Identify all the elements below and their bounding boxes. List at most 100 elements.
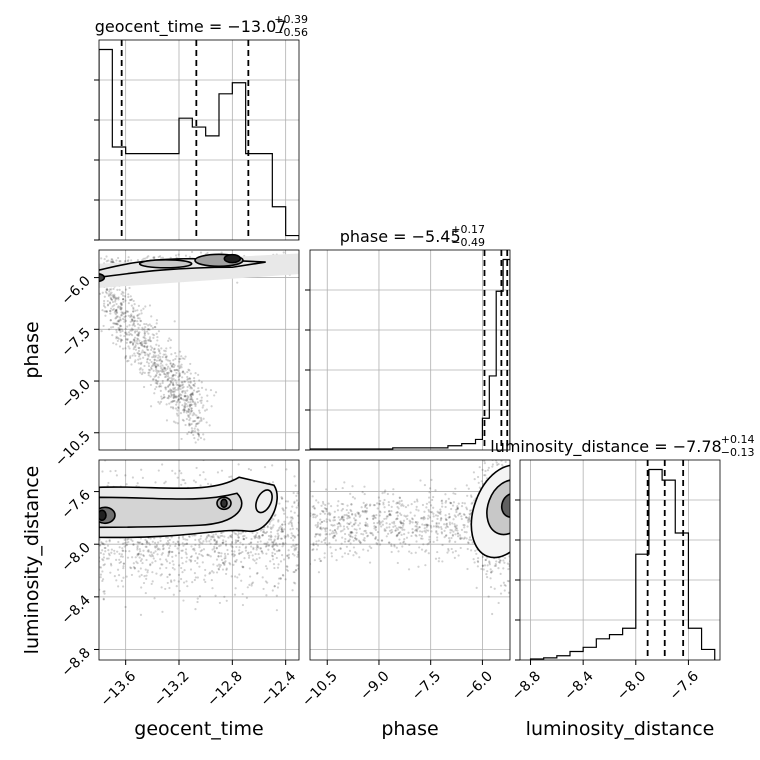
scatter-point	[280, 528, 283, 531]
scatter-point	[516, 494, 518, 496]
scatter-point	[469, 494, 473, 497]
scatter-point	[172, 395, 175, 398]
scatter-point	[317, 539, 320, 542]
scatter-point	[445, 534, 448, 537]
scatter-point	[281, 507, 284, 510]
scatter-point	[499, 584, 503, 587]
scatter-point	[206, 535, 209, 538]
scatter-point	[513, 544, 515, 546]
scatter-point	[140, 573, 143, 577]
scatter-point	[331, 530, 334, 533]
scatter-point	[468, 517, 471, 520]
scatter-point	[189, 423, 192, 426]
scatter-point	[462, 537, 466, 540]
scatter-point	[146, 571, 149, 574]
scatter-point	[347, 516, 350, 519]
scatter-point	[183, 408, 186, 412]
scatter-point	[313, 506, 316, 510]
scatter-point	[183, 380, 186, 383]
scatter-point	[447, 549, 450, 552]
scatter-point	[155, 544, 158, 547]
scatter-point	[262, 530, 266, 533]
scatter-point	[287, 522, 290, 525]
scatter-point	[506, 562, 509, 565]
scatter-point	[392, 488, 395, 491]
scatter-point	[194, 372, 197, 375]
scatter-point	[521, 563, 523, 565]
scatter-point	[237, 535, 240, 539]
scatter-point	[271, 554, 274, 557]
scatter-point	[450, 547, 453, 551]
scatter-point	[375, 513, 378, 517]
scatter-point	[159, 400, 163, 403]
scatter-point	[181, 370, 185, 373]
scatter-point	[143, 336, 146, 339]
scatter-point	[514, 508, 516, 510]
scatter-point	[242, 537, 245, 540]
scatter-point	[177, 580, 180, 583]
scatter-point	[197, 387, 200, 390]
scatter-point	[504, 460, 507, 463]
scatter-point	[439, 519, 442, 522]
scatter-point	[193, 403, 196, 406]
y-axis-label: phase	[21, 321, 43, 378]
scatter-point	[282, 541, 285, 545]
scatter-point	[111, 308, 114, 312]
scatter-point	[144, 538, 147, 542]
scatter-point	[146, 353, 149, 356]
scatter-point	[143, 371, 146, 374]
scatter-point	[181, 381, 184, 384]
scatter-point	[455, 510, 458, 514]
scatter-point	[273, 539, 276, 543]
scatter-point	[133, 316, 136, 319]
scatter-point	[390, 550, 393, 554]
scatter-point	[180, 483, 183, 486]
scatter-point	[354, 519, 357, 522]
scatter-point	[408, 519, 411, 522]
scatter-point	[340, 516, 344, 519]
scatter-point	[143, 334, 146, 337]
scatter-point	[147, 374, 150, 377]
scatter-point	[511, 554, 513, 556]
scatter-point	[106, 288, 109, 292]
scatter-point	[159, 536, 162, 539]
scatter-point	[130, 340, 133, 344]
scatter-point	[176, 388, 179, 391]
scatter-point	[265, 530, 269, 534]
scatter-point	[471, 541, 474, 544]
scatter-point	[189, 560, 192, 563]
scatter-point	[256, 571, 259, 575]
scatter-point	[161, 364, 164, 367]
scatter-point	[454, 529, 457, 532]
scatter-point	[447, 547, 450, 551]
scatter-point	[281, 542, 284, 545]
scatter-point	[424, 564, 427, 567]
scatter-point	[196, 556, 199, 559]
scatter-point	[334, 548, 337, 552]
scatter-point	[511, 564, 513, 566]
scatter-point	[357, 513, 360, 516]
scatter-point	[139, 357, 142, 360]
scatter-point	[264, 545, 268, 548]
x-tick-label: −8.8	[509, 668, 544, 703]
scatter-point	[115, 337, 118, 340]
scatter-point	[512, 473, 514, 475]
scatter-point	[271, 551, 274, 555]
scatter-point	[488, 563, 491, 566]
contour-line	[99, 492, 243, 529]
scatter-point	[217, 555, 220, 558]
scatter-point	[430, 478, 433, 481]
scatter-point	[153, 325, 156, 329]
scatter-point	[250, 541, 253, 544]
x-tick-label: −7.5	[409, 668, 444, 703]
scatter-point	[158, 548, 161, 551]
scatter-point	[136, 309, 139, 312]
scatter-point	[258, 537, 261, 540]
scatter-point	[354, 534, 357, 537]
scatter-point	[152, 362, 155, 366]
scatter-point	[154, 387, 157, 391]
scatter-point	[292, 581, 296, 584]
scatter-point	[150, 365, 154, 368]
scatter-point	[186, 432, 189, 436]
scatter-point	[201, 561, 204, 564]
